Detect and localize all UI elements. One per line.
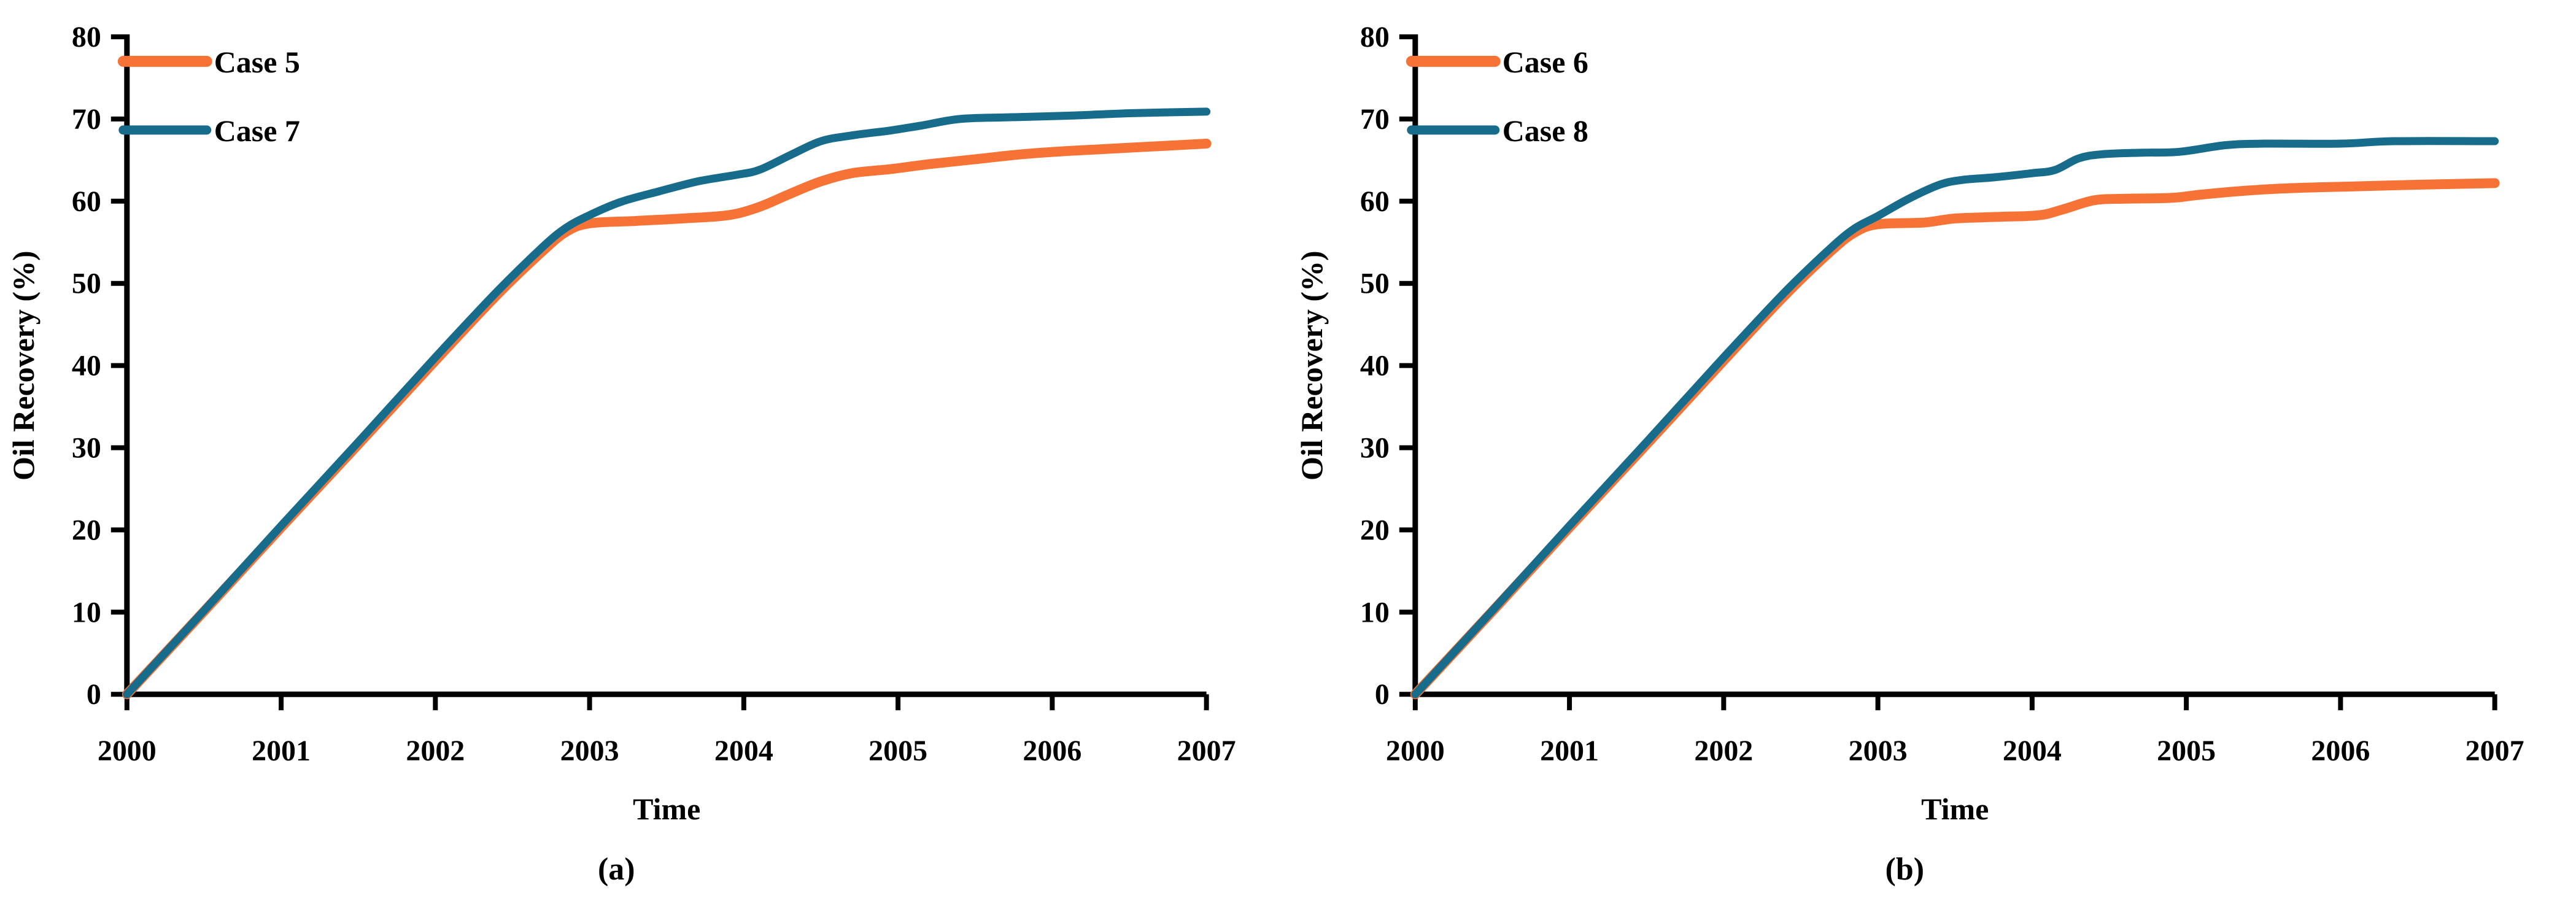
- x-tick-label: 2004: [2002, 735, 2061, 767]
- y-tick-label: 50: [72, 268, 101, 300]
- y-tick-label: 80: [1360, 21, 1389, 53]
- y-tick-label: 60: [1360, 185, 1389, 218]
- series-line-case-7: [123, 107, 1211, 698]
- y-tick-label: 70: [1360, 103, 1389, 136]
- series-line-case-8: [1410, 137, 2499, 698]
- legend-label-case-5: Case 5: [214, 45, 300, 79]
- x-tick-label: 2004: [714, 735, 773, 767]
- x-tick-label: 2003: [1848, 735, 1907, 767]
- legend-label-case-7: Case 7: [214, 114, 300, 148]
- legend-label-case-8: Case 8: [1502, 114, 1588, 148]
- y-tick-label: 0: [87, 678, 101, 711]
- x-tick-label: 2005: [868, 735, 927, 767]
- y-tick-label: 60: [72, 185, 101, 218]
- chart-panel-b: 0 10 20 30 40 50 60 70 80 2000 2001 2002 2003 2004 200…: [1294, 21, 2524, 887]
- x-tick-label: 2002: [406, 735, 465, 767]
- x-tick-label: 2006: [1023, 735, 1081, 767]
- y-tick-label: 20: [72, 514, 101, 546]
- x-tick-label: 2005: [2157, 735, 2216, 767]
- y-tick-label: 30: [1360, 432, 1389, 465]
- x-tick-label: 2003: [560, 735, 619, 767]
- y-axis-title: Oil Recovery (%): [1294, 250, 1328, 481]
- y-axis-title: Oil Recovery (%): [6, 250, 41, 481]
- legend-label-case-6: Case 6: [1502, 45, 1588, 79]
- x-tick-label: 2001: [252, 735, 311, 767]
- x-tick-label: 2001: [1540, 735, 1599, 767]
- x-tick-label: 2007: [2465, 735, 2524, 767]
- y-tick-label: 30: [72, 432, 101, 465]
- y-tick-label: 40: [72, 350, 101, 382]
- series-line-case-6: [1410, 178, 2500, 700]
- x-tick-label: 2002: [1694, 735, 1753, 767]
- chart-panel-a: 0 10 20 30 40 50 60 70 80 2000 2001 2002 2003 2004 200…: [6, 21, 1236, 887]
- y-tick-label: 10: [72, 596, 101, 628]
- panel-a: 0 10 20 30 40 50 60 70 80 2000 2001 2002 2003 2004 200…: [6, 21, 1236, 887]
- y-tick-label: 20: [1360, 514, 1389, 546]
- series-line-case-5: [122, 139, 1212, 700]
- panel-b: 0 10 20 30 40 50 60 70 80 2000 2001 2002 2003 2004 200…: [1288, 0, 2576, 920]
- y-tick-label: 80: [72, 21, 101, 53]
- x-tick-label: 2000: [1385, 735, 1444, 767]
- y-tick-label: 40: [1360, 350, 1389, 382]
- x-tick-label: 2007: [1177, 735, 1236, 767]
- x-tick-label: 2000: [98, 735, 157, 767]
- x-axis-title: Time: [1921, 792, 1989, 826]
- y-tick-label: 10: [1360, 596, 1389, 628]
- panel-label: (a): [598, 852, 635, 887]
- y-tick-label: 0: [1374, 678, 1389, 711]
- y-tick-label: 50: [1360, 268, 1389, 300]
- panel-label: (b): [1885, 852, 1924, 887]
- x-tick-label: 2006: [2311, 735, 2370, 767]
- y-tick-label: 70: [72, 103, 101, 136]
- x-axis-title: Time: [633, 792, 700, 826]
